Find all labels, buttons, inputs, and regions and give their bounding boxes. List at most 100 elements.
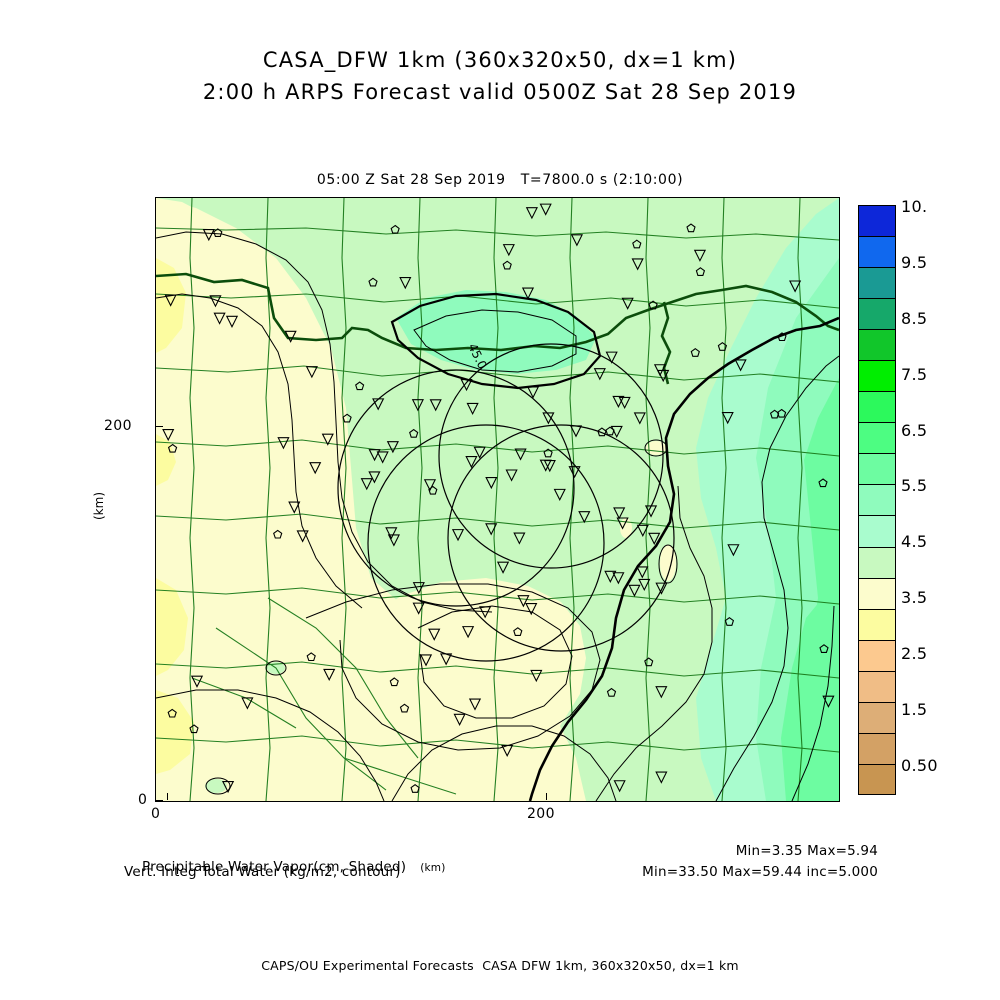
city-marker [389,677,399,687]
station-marker-triangle [440,653,453,666]
station-marker-triangle [553,488,566,502]
x-axis-tick-label-200: 200 [527,806,555,822]
colorbar-swatch-18 [858,763,896,795]
city-marker [390,224,400,234]
station-marker-triangle [411,399,424,412]
colorbar-swatch-0 [858,205,896,237]
colorbar-swatch-7 [858,422,896,454]
station-marker-triangle [466,402,479,416]
station-marker-triangle [612,572,625,585]
y-axis-tick-label-0: 0 [138,792,148,808]
station-marker-triangle [368,449,381,462]
station-marker-triangle [526,386,540,399]
colorbar-swatch-4 [858,329,896,361]
city-marker [355,381,365,391]
city-marker [368,277,378,287]
station-marker-triangle [505,469,518,482]
station-marker-triangle [734,359,747,372]
station-marker-triangle [610,425,623,439]
colorbar-swatch-6 [858,391,896,423]
city-marker [189,724,199,734]
city-marker [819,644,829,653]
colorbar-swatch-13 [858,608,896,640]
x-axis-tick-label-0: 0 [151,806,161,822]
station-marker-triangle [517,595,530,608]
station-marker-triangle [473,446,486,459]
station-markers [162,203,835,794]
city-marker [167,708,177,718]
station-marker-triangle [225,315,239,328]
station-marker-triangle [213,312,226,325]
radar-range-circle-2 [438,343,664,569]
station-marker-triangle [460,378,473,392]
city-marker [410,784,420,793]
station-marker-triangle [241,697,254,710]
station-marker-triangle [655,582,668,595]
station-marker-triangle [539,459,552,472]
station-marker-triangle [419,654,433,667]
station-marker-triangle [221,781,235,794]
colorbar-label-7_5: 7.5 [901,364,928,384]
y-tick-200 [156,426,163,427]
city-marker [724,617,735,626]
station-marker-triangle [387,534,400,547]
field2-description: Vert. Integ Total Water (kg/m2, contour) [124,864,401,880]
station-marker-triangle [288,501,301,514]
page-footer: CAPS/OU Experimental Forecasts CASA DFW … [261,958,739,973]
station-marker-triangle [542,412,555,425]
city-marker [818,478,828,488]
plot-subtitle: 05:00 Z Sat 28 Sep 2019 T=7800.0 s (2:10… [316,172,684,188]
station-marker-triangle [461,626,475,639]
station-marker-triangle [631,258,644,271]
colorbar-swatch-14 [858,639,896,671]
city-marker [648,300,658,310]
field2-stats: Min=33.50 Max=59.44 inc=5.000 [642,864,878,880]
colorbar-label-5_5: 5.5 [901,476,928,496]
station-marker-triangle [655,686,668,699]
field1-name: Precipitable Water Vapor(cm, Shaded) [141,859,407,875]
city-marker [605,426,615,436]
station-marker-triangle [578,511,591,524]
station-marker-triangle [636,524,649,537]
station-marker-triangle [386,441,399,454]
colorbar-swatch-12 [858,577,896,609]
station-marker-triangle [399,277,412,290]
station-marker-triangle [514,448,527,461]
station-marker-triangle [721,412,734,425]
city-marker [686,223,696,233]
station-marker-triangle [789,280,802,293]
station-marker-triangle [479,606,492,619]
colorbar-swatch-2 [858,267,896,299]
station-marker-triangle [570,234,583,247]
y-axis-tick-label-200: 200 [104,418,132,434]
station-marker-triangle [539,203,552,216]
city-marker [213,228,223,237]
colorbar-label-1_5: 1.5 [901,700,928,719]
station-marker-triangle [655,771,668,784]
station-marker-triangle [423,479,437,492]
station-marker-triangle [521,287,535,300]
city-marker [409,428,419,438]
radar-range-circles [337,343,675,662]
station-marker-triangle [618,396,631,410]
colorbar-swatch-16 [858,701,896,733]
colorbar-label-6_5: 6.5 [901,420,928,440]
city-marker [342,413,352,423]
page-title-line-2: 2:00 h ARPS Forecast valid 0500Z Sat 28 … [202,80,798,104]
station-marker-triangle [209,295,222,308]
map-plot-area[interactable]: 45.0 [155,197,840,802]
station-marker-triangle [485,476,498,490]
station-marker-triangle [613,780,626,793]
y-axis-label: (km) [92,491,106,520]
station-marker-triangle [451,529,465,542]
station-marker-triangle [412,582,425,595]
colorbar-swatch-11 [858,546,896,578]
city-marker [695,267,706,276]
station-marker-triangle [501,744,514,758]
station-marker-triangle [648,532,661,545]
station-marker-triangle [633,412,646,425]
station-marker-triangle [612,395,625,409]
colorbar[interactable] [858,205,896,795]
station-marker-triangle [636,566,649,579]
title-block: CASA_DFW 1km (360x320x50, dx=1 km) 2:00 … [0,44,1000,108]
